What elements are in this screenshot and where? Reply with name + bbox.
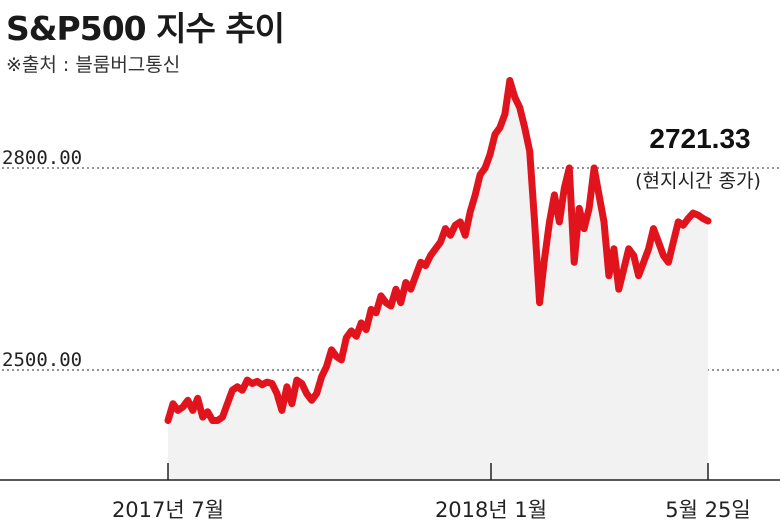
last-value-label: 2721.33 [649,123,750,154]
y-ticks: 2800.00 2500.00 [2,147,82,371]
x-ticks: 2017년 7월 2018년 1월 5월 25일 [112,463,751,522]
x-tick-label: 2018년 1월 [435,498,547,522]
source-note: ※출처 : 블룸버그통신 [6,54,181,76]
y-tick-label: 2800.00 [2,147,82,169]
x-tick-label: 5월 25일 [665,498,750,522]
chart-title: S&P500 지수 추이 [6,9,285,48]
last-value-note: (현지시간 종가) [635,170,761,192]
series-line [164,77,712,424]
x-tick-label: 2017년 7월 [112,498,224,522]
area-fill [168,80,708,480]
y-tick-label: 2500.00 [2,349,82,371]
